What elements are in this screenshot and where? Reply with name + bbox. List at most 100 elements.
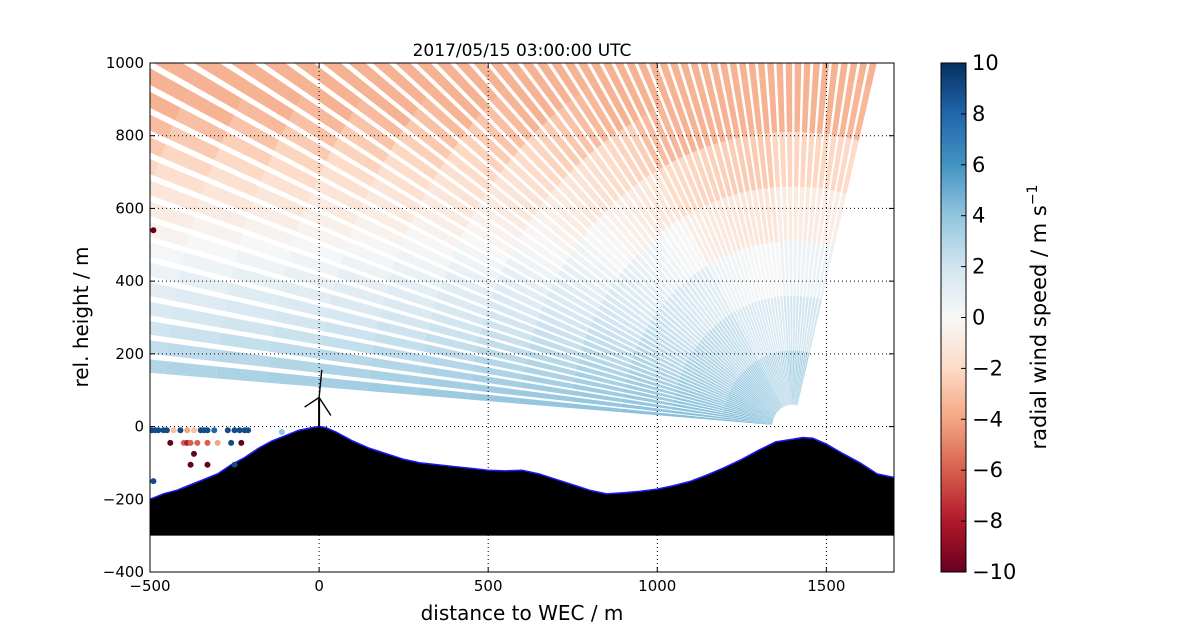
lidar-beam-segment xyxy=(757,188,769,244)
lidar-beam-segment xyxy=(523,225,569,262)
lidar-beam-segment xyxy=(332,281,384,306)
lidar-beam-segment xyxy=(19,81,72,117)
lidar-beam-segment xyxy=(573,377,624,393)
lidar-beam-segment xyxy=(266,371,318,387)
lidar-beam-segment xyxy=(532,327,583,351)
lidar-beam-segment xyxy=(772,132,781,188)
lidar-beam-segment xyxy=(769,187,779,243)
data-point xyxy=(177,427,184,434)
lidar-beam-segment xyxy=(723,408,773,422)
lidar-beam-segment xyxy=(639,179,672,228)
lidar-beam-segment xyxy=(696,270,727,319)
lidar-beam-segment xyxy=(329,294,381,318)
lidar-beam-segment xyxy=(864,63,877,88)
lidar-beam-segment xyxy=(623,388,674,403)
lidar-beam-segment xyxy=(490,63,515,86)
lidar-beam-segment xyxy=(669,63,688,99)
lidar-beam-segment xyxy=(274,310,326,332)
data-point xyxy=(190,427,197,434)
lidar-beam-segment xyxy=(674,289,711,332)
lidar-beam-segment xyxy=(705,204,729,256)
lidar-beam-segment xyxy=(579,352,629,373)
lidar-beam-segment xyxy=(319,165,370,200)
lidar-beam-segment xyxy=(493,176,538,216)
lidar-beam-segment xyxy=(483,104,526,149)
lidar-beam-segment xyxy=(831,192,847,247)
lidar-beam-segment xyxy=(0,149,50,181)
lidar-beam-segment xyxy=(813,243,826,299)
lidar-beam-segment xyxy=(785,63,793,78)
lidar-beam-segment xyxy=(514,241,561,275)
lidar-beam-segment xyxy=(806,132,815,188)
lidar-beam-segment xyxy=(667,225,699,273)
lidar-beam-segment xyxy=(785,350,791,405)
lidar-beam-segment xyxy=(535,320,585,345)
lidar-beam-segment xyxy=(150,68,190,103)
terrain-outline xyxy=(150,425,894,500)
colorbar-tick-label: 2 xyxy=(972,255,985,279)
lidar-beam-segment xyxy=(577,358,628,378)
x-axis-title: distance to WEC / m xyxy=(421,601,624,625)
lidar-beam-segment xyxy=(313,0,359,24)
lidar-beam-segment xyxy=(773,296,783,352)
lidar-beam-segment xyxy=(150,114,174,139)
lidar-beam-segment xyxy=(436,291,487,316)
lidar-beam-segment xyxy=(677,285,714,329)
lidar-beam-segment xyxy=(506,63,524,77)
lidar-beam-segment xyxy=(21,277,73,302)
lidar-beam-segment xyxy=(421,193,470,229)
lidar-beam-segment xyxy=(509,249,557,282)
data-point xyxy=(204,461,211,468)
lidar-beam-segment xyxy=(177,270,230,295)
lidar-beam-segment xyxy=(812,63,820,79)
colorbar-tick-label: 10 xyxy=(972,51,999,75)
lidar-beam-segment xyxy=(217,349,270,368)
data-point xyxy=(187,439,194,446)
y-tick-label: 600 xyxy=(115,199,144,217)
lidar-beam-segment xyxy=(670,292,709,334)
lidar-beam-segment xyxy=(804,297,816,352)
lidar-beam-segment xyxy=(642,332,688,363)
terrain-fill xyxy=(150,426,894,536)
lidar-beam-segment xyxy=(359,202,410,235)
lidar-beam-segment xyxy=(534,127,575,173)
lidar-beam-segment xyxy=(826,0,839,25)
lidar-beam-segment xyxy=(729,63,740,84)
lidar-beam-segment xyxy=(678,379,727,401)
turbine-blade xyxy=(318,369,323,398)
lidar-beam-segment xyxy=(283,265,336,291)
lidar-beam-segment xyxy=(622,267,664,307)
lidar-beam-segment xyxy=(724,316,754,364)
lidar-beam-segment xyxy=(452,0,492,35)
lidar-beam-segment xyxy=(472,364,523,380)
lidar-beam-segment xyxy=(731,385,776,416)
lidar-beam-segment xyxy=(671,406,723,417)
lidar-beam-segment xyxy=(626,63,655,114)
lidar-beam-segment xyxy=(518,233,565,269)
lidar-beam-segment xyxy=(608,70,640,123)
lidar-beam-segment xyxy=(499,87,541,134)
lidar-beam-segment xyxy=(645,175,677,225)
lidar-beam-segment xyxy=(153,63,198,85)
lidar-beam-segment xyxy=(470,212,518,247)
lidar-beam-segment xyxy=(800,296,809,351)
lidar-beam-segment xyxy=(540,305,590,333)
lidar-beam-segment xyxy=(671,413,722,421)
lidar-beam-segment xyxy=(150,180,153,189)
lidar-beam-segment xyxy=(589,321,638,349)
lidar-beam-segment xyxy=(759,78,770,134)
lidar-beam-segment xyxy=(657,106,684,159)
lidar-beam-segment xyxy=(591,81,624,132)
lidar-beams xyxy=(0,0,877,425)
lidar-beam-segment xyxy=(647,323,692,357)
lidar-beam-segment xyxy=(722,415,773,424)
lidar-beam-segment xyxy=(673,99,698,153)
lidar-beam-segment xyxy=(681,96,705,150)
lidar-beam-segment xyxy=(640,336,687,366)
lidar-beam-segment xyxy=(536,63,572,105)
lidar-beam-segment xyxy=(639,248,677,292)
lidar-beam-segment xyxy=(362,2,407,47)
lidar-beam-segment xyxy=(598,304,645,336)
lidar-beam-segment xyxy=(585,333,634,359)
lidar-beam-segment xyxy=(784,0,792,23)
